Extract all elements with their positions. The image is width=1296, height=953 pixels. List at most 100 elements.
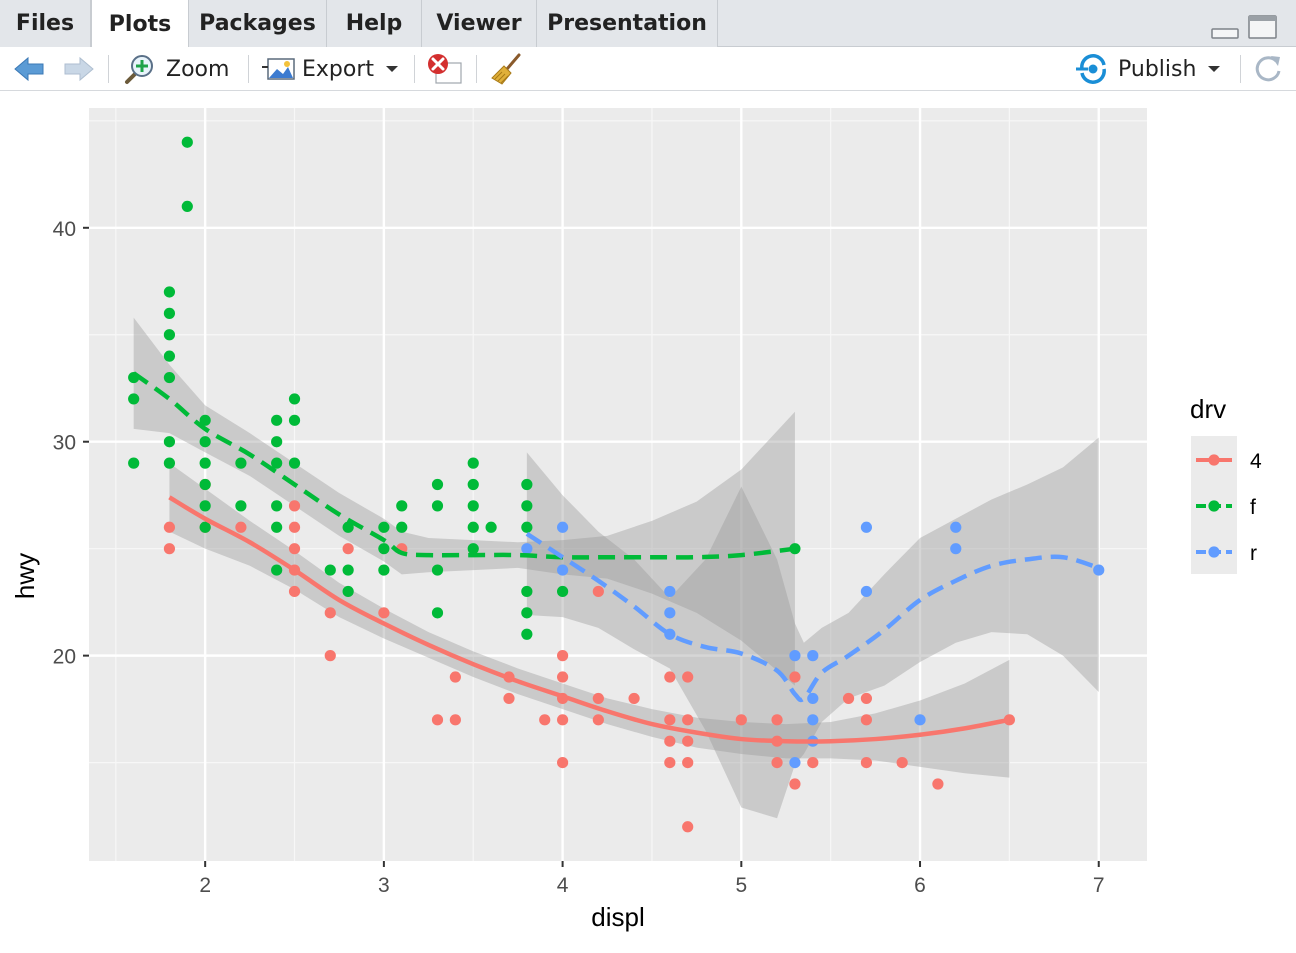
x-tick-label: 6: [914, 874, 926, 897]
data-point-f: [181, 136, 193, 148]
publish-icon: [1076, 54, 1106, 84]
data-point-4: [896, 756, 908, 769]
data-point-f: [431, 607, 444, 619]
export-icon: [262, 58, 295, 80]
data-point-f: [342, 585, 354, 598]
data-point-4: [556, 714, 569, 726]
data-point-4: [592, 714, 604, 726]
data-point-4: [288, 521, 301, 533]
chevron-down-icon: [386, 66, 399, 72]
data-point-r: [664, 607, 676, 619]
x-axis-label: displ: [591, 902, 644, 932]
data-point-4: [682, 735, 694, 747]
data-point-f: [431, 564, 444, 576]
data-point-f: [556, 585, 569, 598]
forward-button[interactable]: [62, 47, 96, 91]
tab-viewer[interactable]: Viewer: [422, 0, 537, 47]
data-point-f: [163, 329, 176, 341]
publish-button[interactable]: Publish: [1076, 47, 1221, 91]
data-point-f: [378, 543, 390, 555]
data-point-4: [628, 692, 640, 705]
back-arrow-icon: [14, 56, 44, 82]
data-point-f: [467, 521, 479, 533]
export-button[interactable]: Export: [262, 47, 399, 91]
data-point-r: [556, 564, 569, 576]
data-point-4: [682, 714, 694, 726]
data-point-4: [449, 714, 461, 726]
data-point-f: [271, 521, 283, 533]
data-point-f: [288, 457, 301, 469]
data-point-r: [950, 543, 962, 555]
smooth-line-f: [132, 371, 796, 560]
plot-panel: [89, 108, 1147, 861]
minimize-icon[interactable]: [1210, 14, 1240, 40]
data-point-r: [664, 585, 676, 598]
tab-help[interactable]: Help: [327, 0, 422, 47]
data-point-f: [521, 628, 533, 640]
data-point-4: [789, 671, 801, 683]
data-point-4: [735, 714, 747, 726]
data-point-4: [288, 543, 301, 555]
zoom-button[interactable]: Zoom: [124, 47, 229, 91]
data-point-r: [807, 714, 819, 726]
legend-key-point-r: [1208, 546, 1220, 558]
data-point-4: [556, 650, 569, 662]
legend-title: drv: [1190, 394, 1226, 424]
data-point-f: [271, 564, 283, 576]
data-point-4: [556, 756, 569, 769]
data-point-4: [664, 714, 676, 726]
x-tick-label: 4: [557, 874, 569, 897]
data-point-r: [860, 585, 873, 598]
legend-key-point-f: [1208, 500, 1220, 512]
smooth-line-4: [168, 495, 1010, 744]
data-point-4: [860, 714, 873, 726]
data-point-4: [449, 671, 461, 683]
data-point-f: [521, 500, 533, 512]
refresh-button[interactable]: [1252, 47, 1284, 91]
data-point-f: [199, 436, 211, 448]
data-point-4: [664, 671, 676, 683]
data-point-4: [682, 671, 694, 683]
refresh-icon: [1255, 56, 1281, 82]
data-point-f: [199, 478, 211, 491]
export-label: Export: [302, 56, 375, 82]
publish-label: Publish: [1118, 56, 1197, 82]
data-point-f: [271, 500, 283, 512]
major-grid: [89, 108, 1147, 861]
data-point-f: [199, 500, 211, 512]
chevron-down-icon: [1208, 66, 1221, 72]
tab-plots[interactable]: Plots: [91, 0, 189, 48]
remove-plot-icon: [428, 54, 462, 84]
back-button[interactable]: [12, 47, 46, 91]
data-point-4: [771, 756, 783, 769]
data-point-4: [842, 692, 855, 705]
x-tick-label: 7: [1093, 874, 1105, 897]
data-point-f: [467, 478, 479, 491]
toolbar-divider: [476, 55, 477, 83]
data-points: [128, 136, 1105, 833]
data-point-f: [521, 478, 533, 491]
data-point-4: [592, 585, 604, 598]
tab-presentation[interactable]: Presentation: [537, 0, 718, 47]
tab-files[interactable]: Files: [0, 0, 91, 47]
axes: 2 3 4 5 6 7 20 30 40: [53, 218, 1105, 897]
data-point-f: [163, 436, 176, 448]
y-tick-label: 40: [53, 218, 76, 241]
data-point-f: [128, 457, 140, 469]
clear-plots-button[interactable]: [490, 47, 524, 91]
data-point-f: [235, 500, 247, 512]
data-point-f: [288, 393, 301, 405]
data-point-r: [521, 543, 533, 555]
data-point-r: [860, 521, 873, 533]
maximize-icon[interactable]: [1247, 14, 1279, 40]
data-point-r: [914, 714, 926, 726]
data-point-f: [521, 521, 533, 533]
x-tick-label: 2: [199, 874, 211, 897]
data-point-f: [199, 414, 211, 426]
remove-plot-button[interactable]: [426, 47, 464, 91]
legend-key-point-4: [1208, 454, 1220, 466]
toolbar-divider: [414, 55, 415, 83]
legend: drv 4 fr: [1190, 394, 1262, 574]
data-point-f: [467, 543, 479, 555]
tab-packages[interactable]: Packages: [189, 0, 327, 47]
